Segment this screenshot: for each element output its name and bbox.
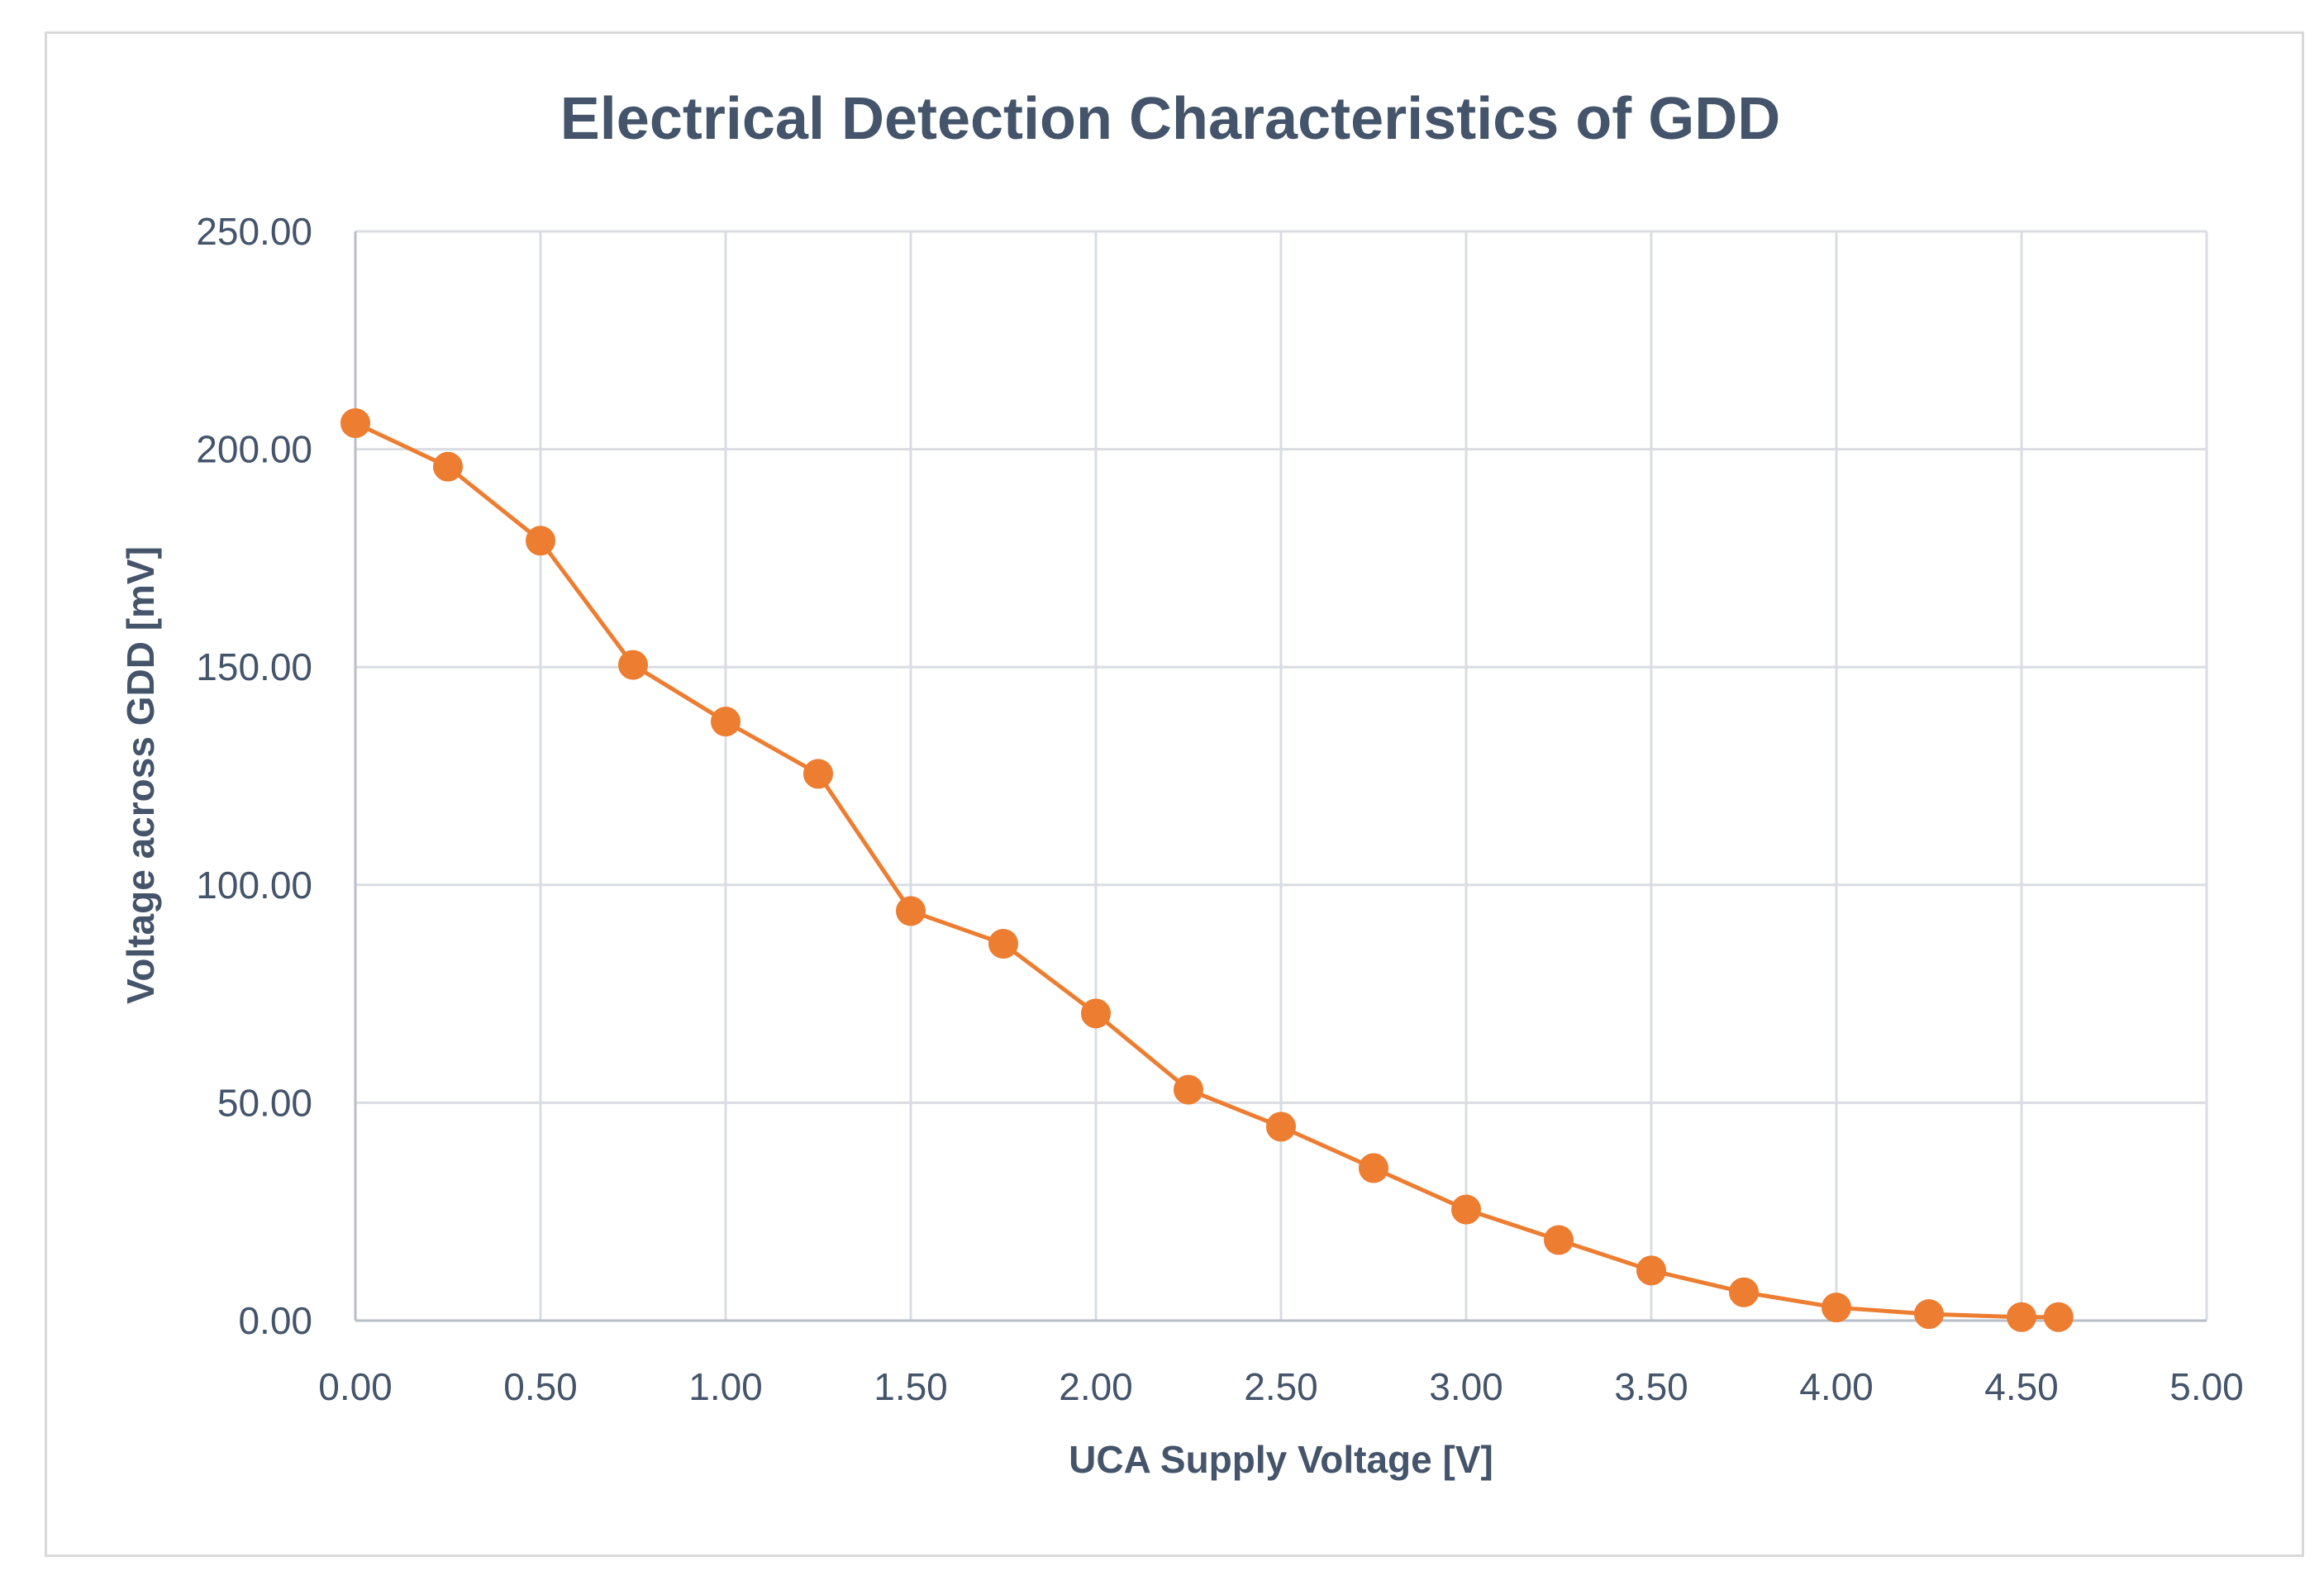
- x-tick-label: 0.00: [318, 1365, 393, 1408]
- chart-title: Electrical Detection Characteristics of …: [560, 86, 1781, 152]
- data-series: [341, 407, 2074, 1332]
- y-tick-label: 100.00: [196, 864, 312, 907]
- data-point: [618, 650, 648, 680]
- data-point: [526, 526, 555, 556]
- y-tick-labels: 0.00 50.00 100.00 150.00 200.00 250.00: [196, 210, 312, 1342]
- x-tick-label: 2.00: [1059, 1365, 1133, 1408]
- x-axis-label: UCA Supply Voltage [V]: [1069, 1438, 1493, 1481]
- data-point: [896, 896, 926, 926]
- y-tick-label: 250.00: [196, 210, 312, 253]
- data-point: [988, 928, 1018, 959]
- data-point: [1544, 1225, 1574, 1255]
- data-point: [1822, 1292, 1851, 1323]
- x-tick-label: 4.00: [1799, 1365, 1874, 1408]
- data-point: [1174, 1074, 1203, 1105]
- grid-lines: [355, 230, 2208, 1321]
- y-tick-label: 0.00: [238, 1299, 312, 1342]
- series-line: [354, 421, 2059, 1320]
- y-axis-label: Voltage across GDD [mV]: [119, 546, 162, 1004]
- data-point: [341, 407, 370, 438]
- y-tick-label: 200.00: [196, 428, 312, 471]
- data-point: [2043, 1302, 2074, 1332]
- data-point: [1636, 1255, 1666, 1286]
- x-tick-label: 2.50: [1244, 1365, 1318, 1408]
- data-point: [1451, 1194, 1481, 1225]
- x-tick-label: 4.50: [1984, 1365, 2059, 1408]
- x-tick-label: 0.50: [503, 1365, 578, 1408]
- data-point: [1914, 1299, 1944, 1330]
- x-tick-label: 3.50: [1614, 1365, 1688, 1408]
- data-point: [803, 759, 833, 789]
- data-point: [1729, 1277, 1759, 1307]
- x-tick-labels: 0.00 0.50 1.00 1.50 2.00 2.50 3.00 3.50 4.00 4.50…: [318, 1365, 2244, 1408]
- x-tick-label: 1.50: [874, 1365, 948, 1408]
- data-point: [1359, 1153, 1388, 1183]
- y-tick-label: 50.00: [217, 1081, 312, 1124]
- data-point: [1081, 998, 1111, 1029]
- data-point: [711, 707, 741, 737]
- data-point: [1266, 1112, 1296, 1142]
- data-point: [433, 451, 463, 482]
- y-tick-label: 150.00: [196, 645, 312, 688]
- data-point: [2007, 1302, 2036, 1332]
- x-tick-label: 5.00: [2169, 1365, 2244, 1408]
- x-tick-label: 1.00: [688, 1365, 763, 1408]
- x-tick-label: 3.00: [1429, 1365, 1503, 1408]
